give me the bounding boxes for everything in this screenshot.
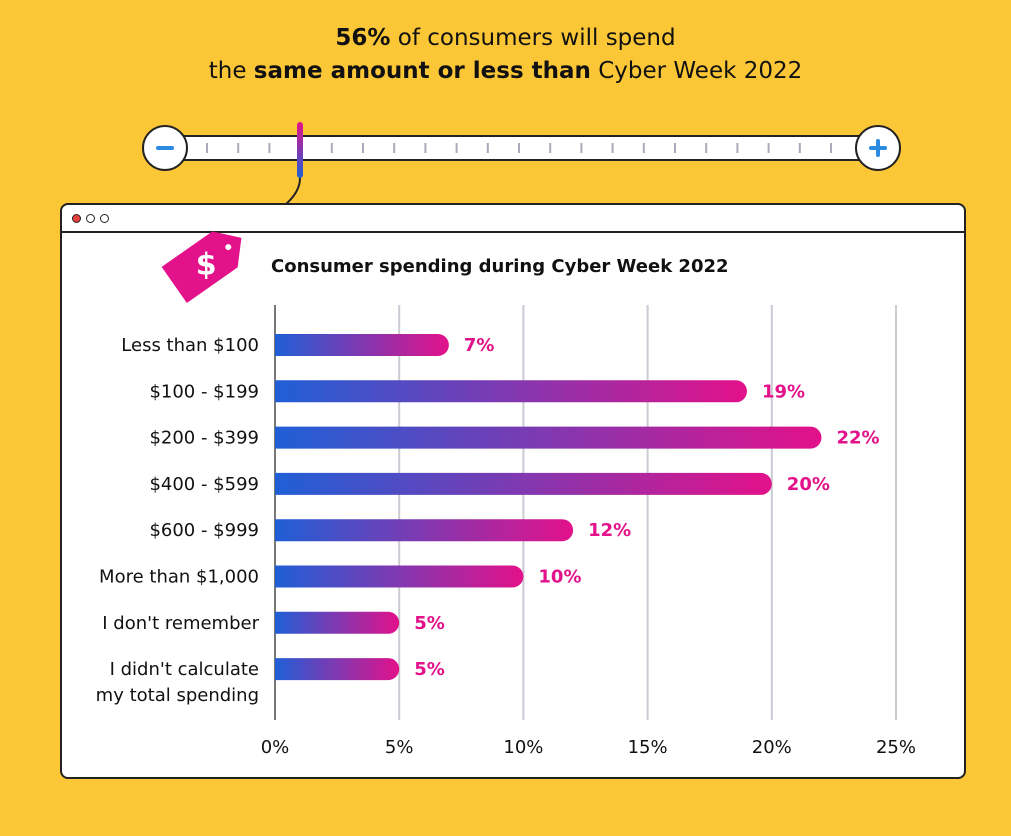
bar (275, 426, 822, 449)
data-label: 5% (414, 613, 445, 634)
x-tick-label: 15% (628, 737, 668, 758)
headline-percent: 56% (335, 25, 391, 51)
bar (275, 565, 524, 588)
maximize-dot-icon (100, 214, 109, 223)
bar (275, 380, 747, 403)
svg-text:$: $ (196, 247, 217, 282)
bar (275, 658, 400, 681)
category-label: I don't remember (102, 613, 259, 634)
x-tick-label: 20% (752, 737, 792, 758)
plus-icon (869, 139, 887, 157)
spending-slider[interactable] (0, 0, 1011, 300)
plus-button[interactable] (855, 125, 901, 171)
headline-line2-post: Cyber Week 2022 (590, 58, 803, 84)
slider-marker[interactable] (297, 122, 303, 178)
data-label: 22% (836, 428, 879, 449)
bar (275, 611, 400, 634)
headline-line2-bold: same amount or less than (253, 58, 591, 84)
window-titlebar (62, 205, 964, 233)
bar (275, 472, 772, 495)
category-label: $100 - $199 (149, 381, 259, 402)
x-tick-label: 25% (876, 737, 916, 758)
category-label: $400 - $599 (149, 474, 259, 495)
category-label: $200 - $399 (149, 428, 259, 449)
data-label: 19% (762, 381, 805, 402)
bar (275, 334, 449, 356)
data-label: 10% (538, 567, 581, 588)
data-label: 5% (414, 659, 445, 680)
category-label: More than $1,000 (99, 567, 259, 588)
category-label: my total spending (96, 685, 259, 706)
data-label: 12% (588, 520, 631, 541)
minus-icon (156, 146, 174, 150)
close-dot-icon (72, 214, 81, 223)
category-label: $600 - $999 (149, 520, 259, 541)
minus-button[interactable] (142, 125, 188, 171)
category-label: Less than $100 (121, 335, 259, 356)
category-label: I didn't calculate (110, 659, 259, 680)
chart-title: Consumer spending during Cyber Week 2022 (271, 256, 729, 277)
headline-line2-pre: the (208, 58, 254, 84)
x-tick-label: 0% (261, 737, 290, 758)
data-label: 7% (464, 335, 495, 356)
slider-ticks (206, 143, 832, 153)
headline-line1: of consumers will spend (390, 25, 676, 51)
minimize-dot-icon (86, 214, 95, 223)
data-label: 20% (787, 474, 830, 495)
x-tick-label: 10% (503, 737, 543, 758)
bar (275, 519, 574, 542)
headline: 56% of consumers will spend the same amo… (0, 22, 1011, 88)
x-tick-label: 5% (385, 737, 414, 758)
